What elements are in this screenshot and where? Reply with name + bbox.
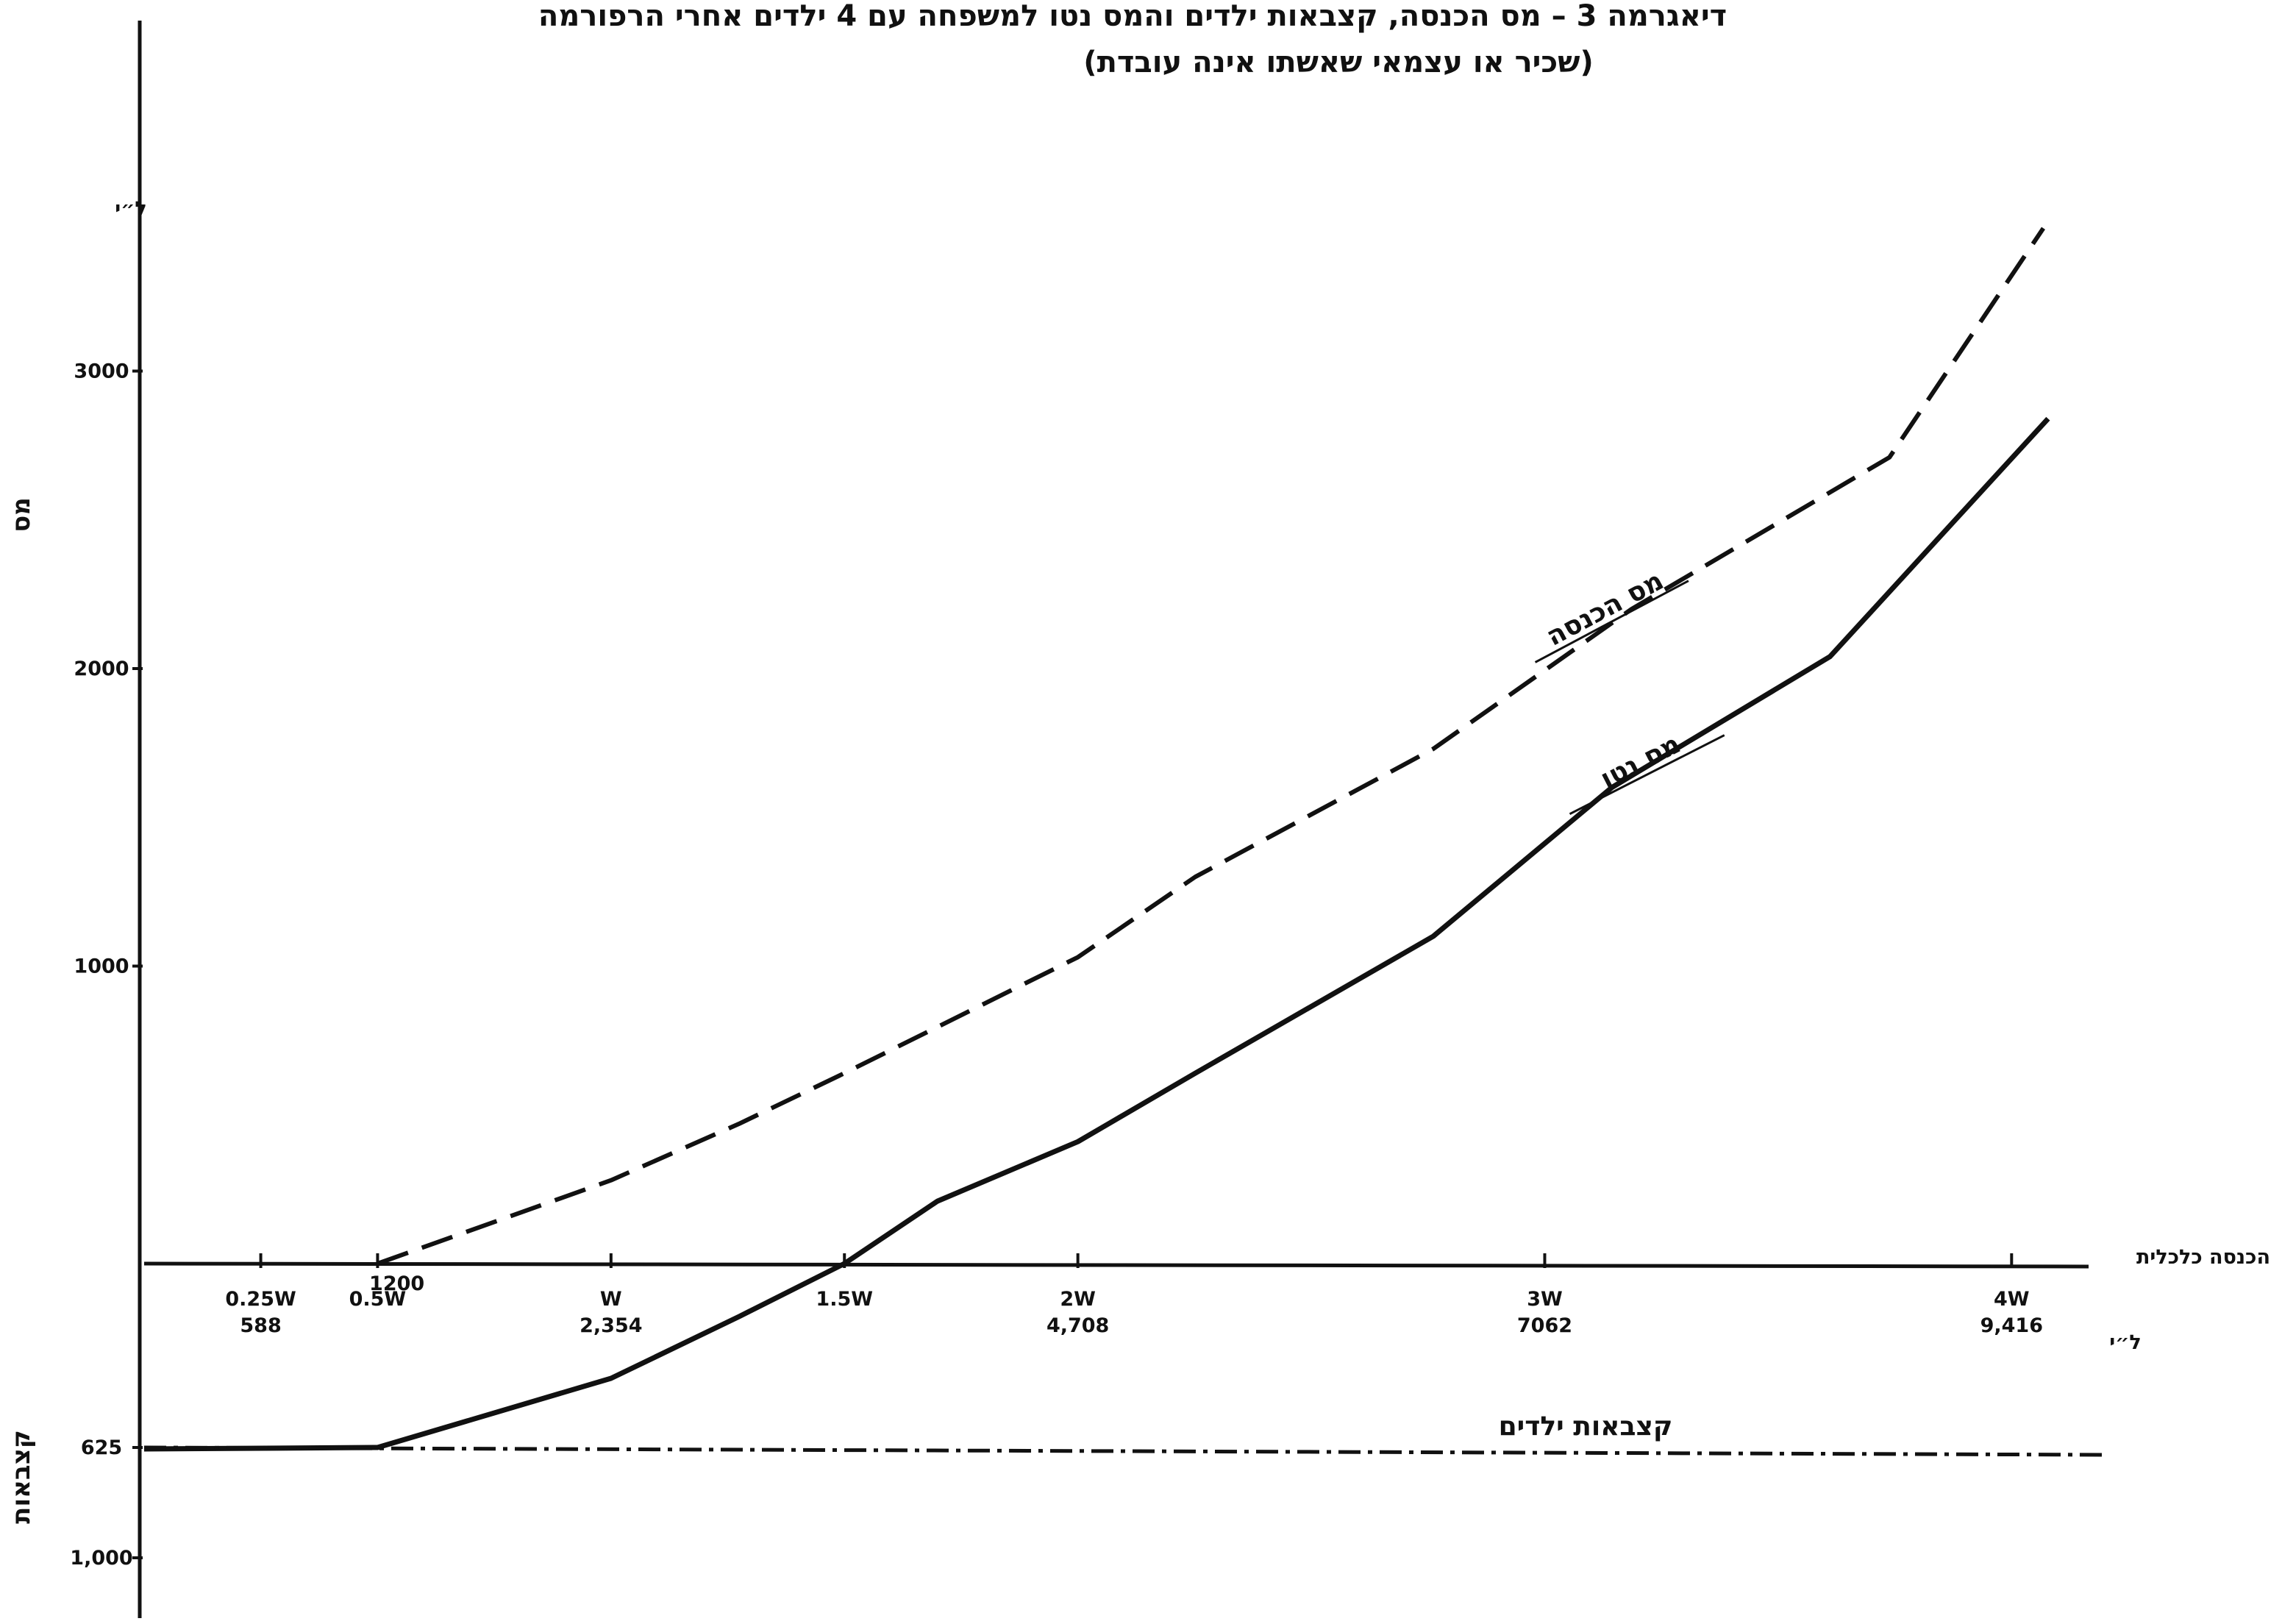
x-tick-label: 4W xyxy=(1994,1288,2030,1311)
x-tick-label: 0.25W xyxy=(225,1288,296,1311)
ticks-layer: 3000 2000 1000 625 1,000 0.25W 588 0.5W W 2,354 1.… xyxy=(70,360,2043,1570)
axes xyxy=(138,21,2089,1618)
x-tick-label: 3W xyxy=(1527,1288,1563,1311)
y-tick-label: 625 xyxy=(81,1436,122,1459)
x-axis-line xyxy=(143,1261,2089,1269)
x-tick-sublabel: 588 xyxy=(240,1314,281,1337)
income-tax-series-label: מס הכנסה xyxy=(1541,566,1669,652)
y-axis-unit: ל״י xyxy=(115,198,146,221)
net-tax-line xyxy=(143,416,2050,1452)
x-tick-label: 2W xyxy=(1060,1288,1096,1311)
y-tick-label: 1000 xyxy=(74,955,129,978)
y-tick-label: 2000 xyxy=(74,658,129,680)
x-tick-sublabel: 4,708 xyxy=(1046,1314,1109,1337)
series-label-underline xyxy=(1534,580,1689,663)
x-tick-sublabel: 2,354 xyxy=(580,1314,642,1337)
y-axis-negative-title: קצבאות xyxy=(7,1430,36,1524)
y-axis-title: מס xyxy=(7,497,36,533)
x-tick-label: W xyxy=(600,1288,622,1311)
chart-subtitle: (שכיר או עצמאי שאשתו אינה עובדת) xyxy=(1083,46,1593,79)
x-tick-label: 0.5W xyxy=(349,1288,407,1311)
income-tax-line xyxy=(377,227,2045,1266)
x-tick-label: 1.5W xyxy=(816,1288,873,1311)
x-tick-sublabel: 9,416 xyxy=(1980,1314,2043,1337)
y-tick-label: 3000 xyxy=(74,360,129,383)
y-tick-label: 1,000 xyxy=(70,1547,132,1570)
series-label-underline xyxy=(1569,734,1725,816)
x-annotation-label: 1200 xyxy=(369,1272,424,1295)
x-axis-title: הכנסה כלכלית xyxy=(2136,1246,2270,1269)
child-allowance-line xyxy=(143,1445,2108,1457)
x-tick-sublabel: 7062 xyxy=(1517,1314,1572,1337)
child-allowance-series-label: קצבאות ילדים xyxy=(1499,1411,1673,1442)
chart-title: דיאגרמה 3 – מס הכנסה, קצבאות ילדים והמס … xyxy=(538,0,1727,33)
x-axis-unit: ל״י xyxy=(2109,1331,2141,1354)
